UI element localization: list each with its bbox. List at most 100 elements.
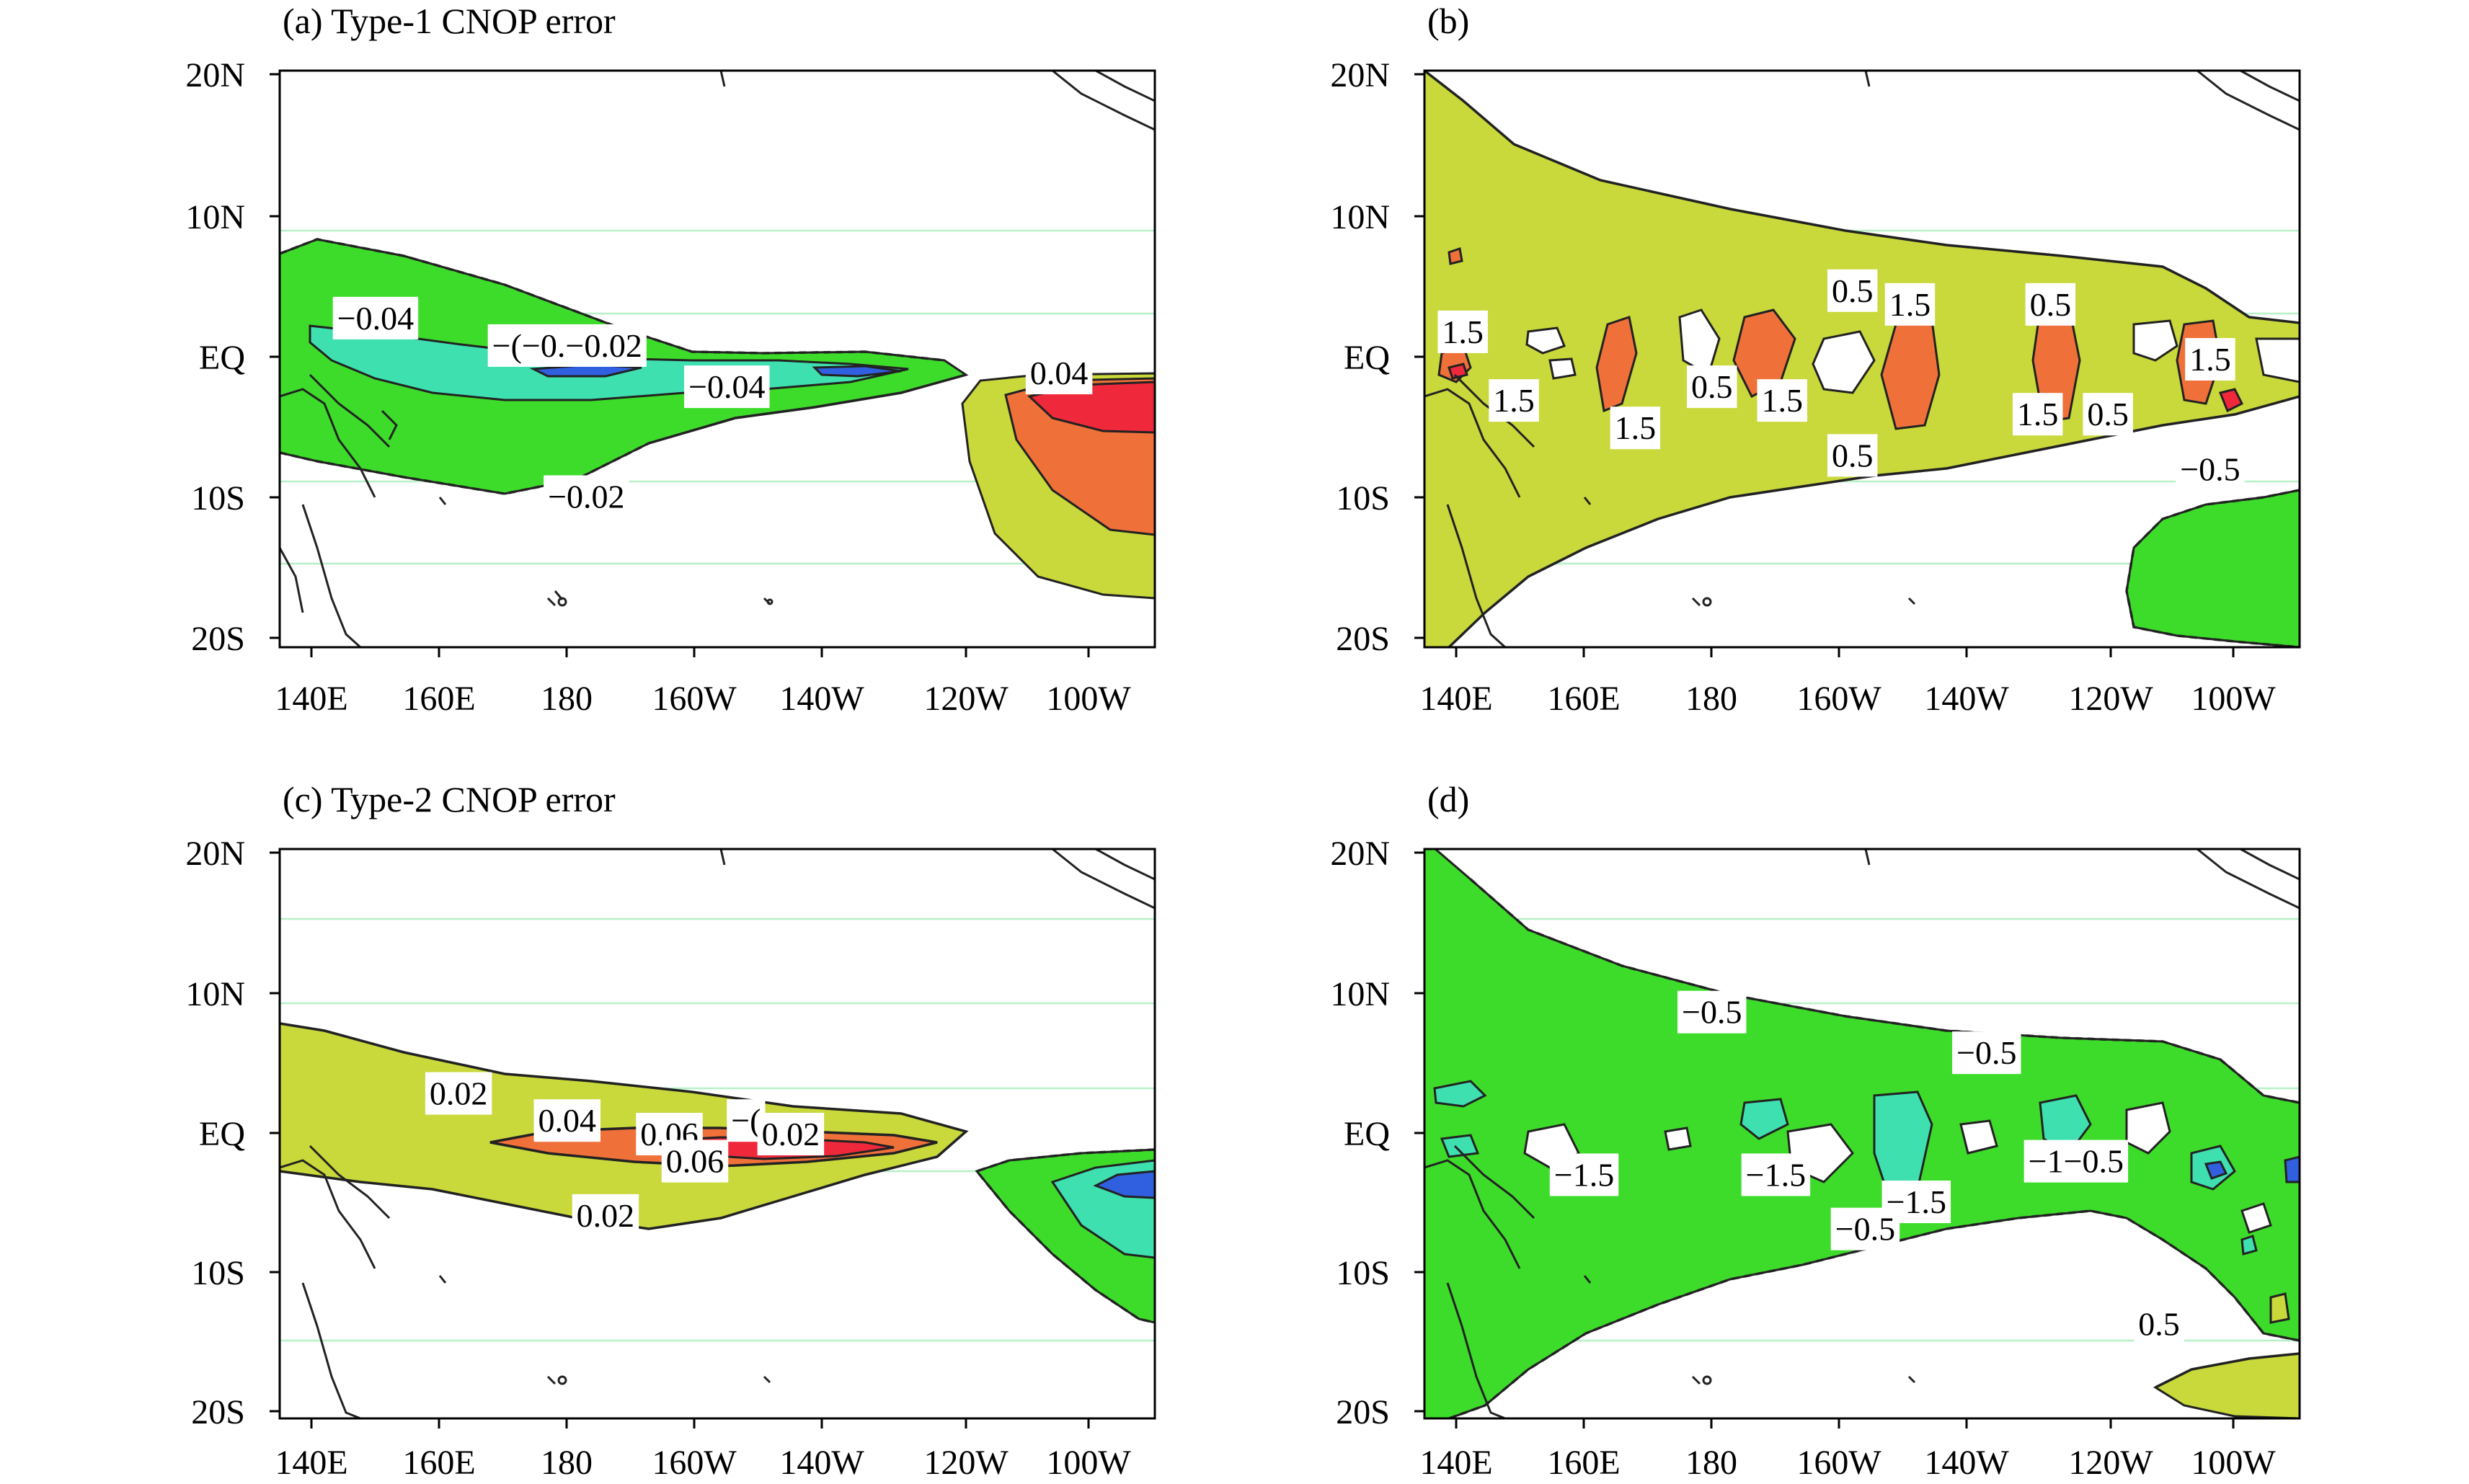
contour-label: −0.02 [548, 478, 624, 515]
contour-label-box [1827, 434, 1878, 477]
ytick-label: 10S [191, 1254, 245, 1292]
contour-label-box [661, 1139, 729, 1183]
contour-label-box [1952, 1031, 2021, 1075]
ytick-label: 10N [185, 975, 245, 1013]
ytick-label: 10S [191, 479, 245, 517]
xtick-label: 160E [1547, 680, 1620, 718]
panel-c-contour-labels: 0.020.04 0.06 −(0.020.060.02 [425, 1072, 825, 1237]
xtick-label: 140E [1419, 680, 1492, 718]
contour-label-box [2012, 393, 2063, 436]
panel-a-ytick-labels: 20N 10N EQ 10S 20S [185, 56, 245, 658]
ytick-label: 10S [1336, 1254, 1390, 1292]
ytick-label: 20N [1330, 56, 1390, 94]
panel-a-yticks [270, 73, 280, 639]
ytick-label: EQ [199, 339, 245, 377]
contour-label: −1.5 [1746, 1156, 1806, 1193]
panel-a-map [280, 71, 1155, 647]
panel-d-yticks [1414, 851, 1424, 1413]
xtick-label: 180 [1685, 1444, 1737, 1482]
panel-d-solid-contour [2155, 1352, 2300, 1389]
xtick-label: 140E [1419, 1444, 1492, 1482]
xtick-label: 140W [1924, 1444, 2009, 1482]
panel-a: (a) Type-1 CNOP error [185, 1, 1156, 718]
panel-c-xtick-labels: 140E 160E 180 160W 140W 120W 100W [275, 1444, 1131, 1482]
ytick-label: 10N [185, 198, 245, 236]
xtick-label: 160W [652, 680, 737, 718]
ytick-label: EQ [199, 1115, 245, 1153]
panel-b: (b) [1330, 1, 2301, 718]
panel-a-title: (a) Type-1 CNOP error [283, 1, 616, 41]
ytick-label: 10S [1336, 479, 1390, 517]
xtick-label: 180 [541, 1444, 593, 1482]
panel-c-dashed-contour [975, 1148, 1155, 1324]
xtick-label: 160W [652, 1444, 737, 1482]
contour-label-box [2025, 283, 2076, 326]
panel-d-contour-labels: −0.5−0.5−1.5 −1.5−1.5−0.5−1−0.50.5 [1549, 990, 2184, 1346]
contour-label-box [2023, 1139, 2129, 1183]
panel-c: (c) Type-2 CNOP error [185, 779, 1156, 1482]
xtick-label: 160E [402, 1444, 475, 1482]
panel-d-coastlines [1424, 849, 2300, 1418]
panel-d-title: (d) [1427, 779, 1469, 819]
panel-a-contour-labels: −0.04 −(−0.−0.02 −0.04 0.04 −0.02 [332, 296, 1093, 518]
xtick-label: 120W [923, 680, 1009, 718]
contour-label-box [1677, 990, 1747, 1034]
contour-label-box [572, 1194, 639, 1237]
xtick-label: 100W [2191, 1444, 2276, 1482]
contour-label-box [1757, 379, 1807, 422]
ytick-label: 20S [191, 620, 245, 658]
xtick-label: 140E [275, 1444, 347, 1482]
xtick-label: 160E [402, 680, 475, 718]
xtick-label: 120W [923, 1444, 1009, 1482]
contour-label: 1.5 [1761, 382, 1803, 419]
panel-d-dashed-contour [1448, 878, 2300, 1418]
ytick-label: 20N [1330, 835, 1390, 873]
contour-label: 0.04 [538, 1102, 597, 1139]
panel-b-ytick-labels: 20N 10N EQ 10S 20S [1330, 56, 1390, 658]
contour-label-box [2134, 1302, 2184, 1346]
xtick-label: 100W [1046, 680, 1131, 718]
contour-label: 1.5 [1493, 382, 1535, 419]
contour-label: −0.5 [1682, 994, 1742, 1031]
panel-d-xticks [1455, 1418, 2235, 1429]
panel-a-xticks [310, 647, 1090, 657]
panel-d-blue-cell [2204, 1155, 2300, 1183]
ytick-label: 10N [1330, 198, 1390, 236]
panel-b-white-holes [1525, 308, 2300, 394]
xtick-label: 140W [779, 680, 864, 718]
contour-label-box [425, 1072, 492, 1115]
panel-c-title: (c) Type-2 CNOP error [283, 779, 616, 819]
panel-d-xtick-labels: 140E 160E 180 160W 140W 120W 100W [1419, 1444, 2276, 1482]
panel-c-yticks [270, 851, 280, 1413]
panel-d-map [1424, 849, 2300, 1418]
contour-label: 0.04 [1030, 355, 1089, 391]
contour-label-box [1687, 365, 1737, 409]
panel-c-coastlines [280, 849, 1155, 1418]
contour-label: 0.02 [430, 1075, 488, 1112]
panel-c-blue-region [1093, 1170, 1155, 1199]
contour-label: −0.04 [688, 368, 765, 405]
ytick-label: 20S [1336, 1393, 1390, 1431]
contour-label-box [533, 1099, 601, 1142]
xtick-label: 140W [779, 1444, 864, 1482]
contour-label: −0.5 [1835, 1211, 1895, 1248]
panel-d-teal-cells [1433, 1080, 2258, 1256]
contour-label: 0.02 [577, 1197, 635, 1234]
xtick-label: 140W [1924, 680, 2009, 718]
panel-a-coastlines [280, 71, 1155, 647]
panel-c-ytick-labels: 20N 10N EQ 10S 20S [185, 835, 245, 1431]
panel-b-yticks [1414, 73, 1424, 639]
contour-label-box [2176, 448, 2245, 491]
xtick-label: 100W [1046, 1444, 1131, 1482]
contour-label: −0.5 [1956, 1034, 2016, 1071]
panel-b-frame [1423, 69, 2301, 649]
xtick-label: 160E [1547, 1444, 1620, 1482]
panel-a-xtick-labels: 140E 160E 180 160W 140W 120W 100W [275, 680, 1131, 718]
contour-label-box [1884, 283, 1936, 326]
contour-label: 1.5 [1889, 286, 1931, 323]
contour-label: −1.5 [1554, 1156, 1614, 1193]
contour-label-box [1489, 379, 1539, 422]
contour-label: −( [731, 1102, 761, 1139]
contour-label: 1.5 [1615, 409, 1657, 446]
